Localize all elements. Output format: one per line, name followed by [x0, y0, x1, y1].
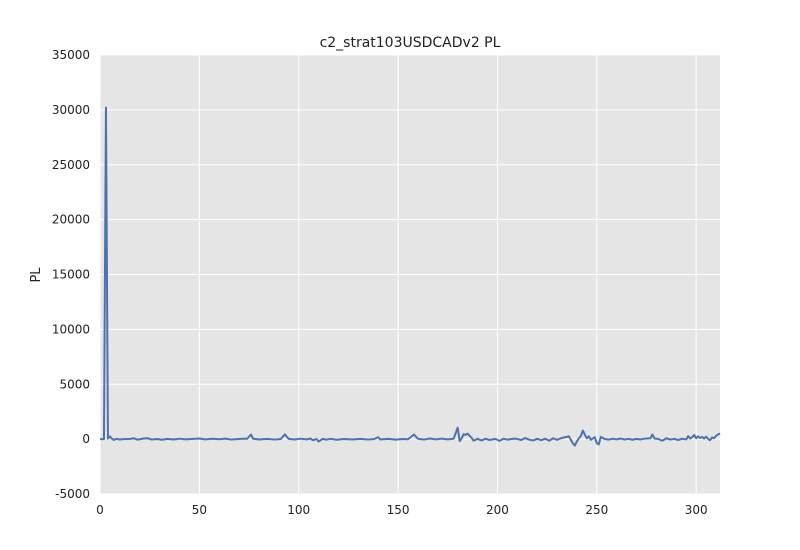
y-axis-label: PL — [29, 267, 44, 283]
line-layer — [100, 106, 721, 447]
y-tick-label: -5000 — [55, 487, 90, 501]
series-line — [100, 106, 721, 447]
y-tick-label: 20000 — [52, 213, 90, 227]
y-tick-label: 0 — [82, 432, 90, 446]
chart-title: c2_strat103USDCADv2 PL — [320, 35, 501, 51]
y-tick-label: 25000 — [52, 158, 90, 172]
y-tick-label: 35000 — [52, 48, 90, 62]
y-tick-label: 10000 — [52, 322, 90, 336]
x-tick-label: 300 — [685, 503, 708, 517]
x-tick-label: 0 — [96, 503, 104, 517]
x-tick-label: 200 — [486, 503, 509, 517]
x-tick-label: 50 — [192, 503, 207, 517]
y-tick-labels: -5000 0 5000 10000 15000 20000 25000 30000 35000 — [52, 48, 90, 501]
x-tick-label: 250 — [585, 503, 608, 517]
x-tick-label: 150 — [387, 503, 410, 517]
y-tick-label: 5000 — [59, 377, 90, 391]
y-tick-label: 30000 — [52, 103, 90, 117]
x-tick-labels: 0 50 100 150 200 250 300 — [96, 503, 707, 517]
x-tick-label: 100 — [287, 503, 310, 517]
y-tick-label: 15000 — [52, 268, 90, 282]
